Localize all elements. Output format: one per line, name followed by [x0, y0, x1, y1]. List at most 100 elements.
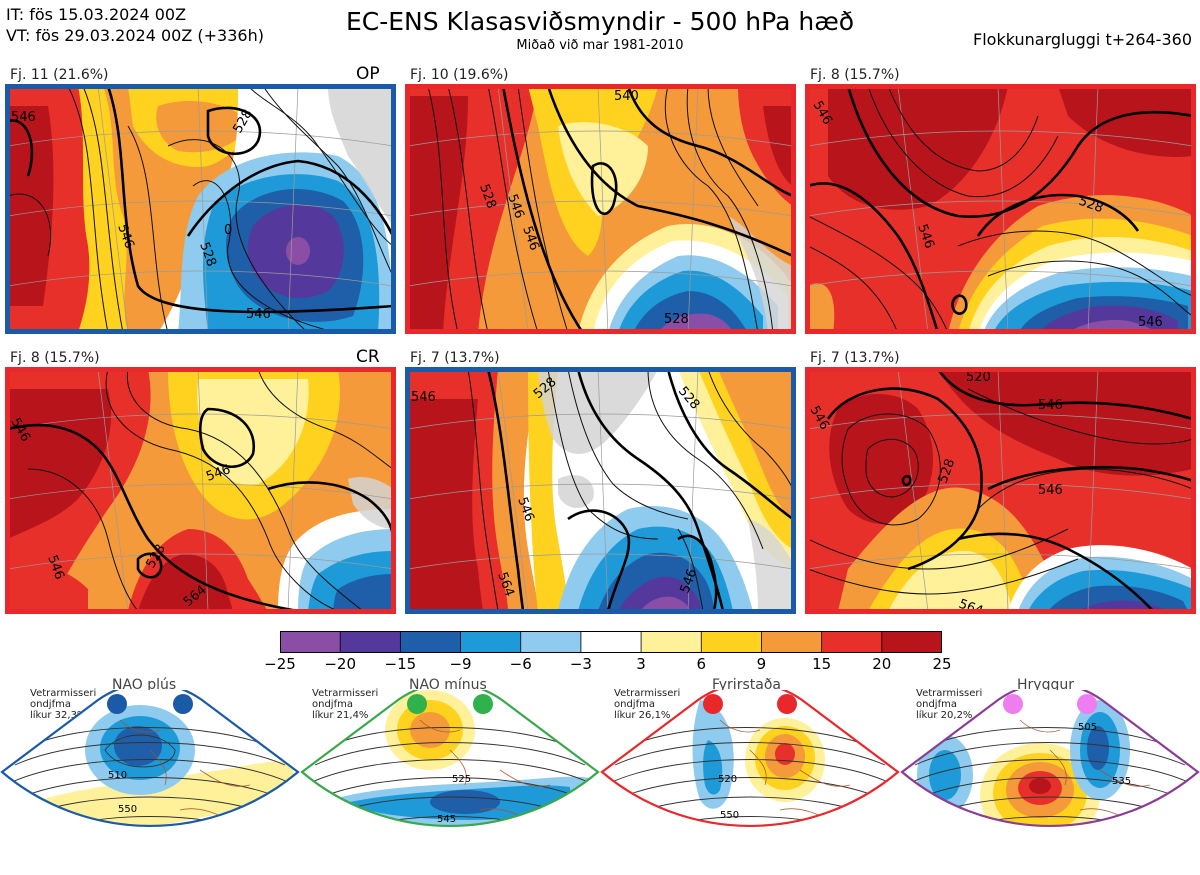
colorbar-swatch	[641, 631, 702, 653]
panel-1-tag: OP	[356, 64, 380, 84]
panel-3-label: Fj. 8 (15.7%)	[810, 67, 900, 83]
cluster-map-1: 546 528 546 528 546 0	[8, 86, 393, 333]
regime-3-contour-label: 550	[720, 810, 739, 821]
regime-2-name: NAO mínus	[409, 677, 487, 693]
regime-2-contour-label: 545	[437, 814, 456, 825]
clustering-window: Flokkunargluggi t+264-360	[973, 30, 1192, 49]
colorbar-tick-label: 6	[696, 655, 707, 673]
colorbar-swatch	[701, 631, 762, 653]
contour-label: 546	[411, 390, 436, 405]
page-subtitle: Miðað við mar 1981-2010	[516, 38, 684, 53]
regime-2-contour-label: 525	[452, 774, 471, 785]
cluster-map-5: 546 528 546 564 546 528	[408, 369, 793, 611]
colorbar-swatch	[881, 631, 943, 653]
contour-label: 546	[1038, 398, 1063, 413]
regime-4-contour-label: 560	[1090, 830, 1109, 841]
regime-3-map: 520 550 560	[602, 690, 898, 845]
colorbar-swatch	[520, 631, 582, 653]
regime-1-prob: líkur 32,3%	[30, 710, 87, 721]
page-title: EC-ENS Klasasviðsmyndir - 500 hPa hæð	[345, 7, 855, 36]
regime-1-info: Vetrarmisseri ondjfma líkur 32,3%	[30, 688, 96, 721]
regime-2-season: Vetrarmisseri	[312, 688, 379, 699]
regime-2-prob: líkur 21,4%	[312, 710, 369, 721]
regime-2-dot-right	[473, 694, 493, 714]
colorbar-border	[280, 631, 942, 653]
colorbar-swatch	[761, 631, 823, 653]
regime-3-method: ondjfma	[614, 699, 655, 710]
regime-1-season: Vetrarmisseri	[30, 688, 97, 699]
regime-1-contour-label: 550	[118, 804, 137, 815]
contour-label: 0	[224, 223, 232, 238]
regime-3-contour-label: 520	[718, 774, 737, 785]
regime-4-season: Vetrarmisseri	[916, 688, 983, 699]
regime-2-map: 525 545 565	[302, 690, 598, 861]
contour-label: 546	[1138, 315, 1163, 330]
contour-label: 540	[614, 89, 639, 104]
cluster-map-4: 546 546 528 564 546	[8, 369, 393, 611]
regime-3-prob: líkur 26,1%	[614, 710, 671, 721]
colorbar-swatch	[821, 631, 883, 653]
colorbar-ticks: −25 −20 −15 −9 −6 −3 3 6 9 15 20 25	[264, 655, 951, 674]
regime-4-map: 505 535 560	[902, 690, 1198, 841]
regime-4-name: Hryggur	[1017, 677, 1074, 693]
colorbar-swatch	[280, 631, 341, 653]
colorbar-tick-label: 3	[636, 655, 646, 673]
cluster-map-3: 546 528 546 546	[808, 86, 1193, 333]
cluster-map-6: 546 528 546 546 564 520	[808, 369, 1193, 611]
regime-2-dot-left	[407, 694, 427, 714]
regime-4-contour-label: 535	[1112, 776, 1131, 787]
regime-4-info: Vetrarmisseri ondjfma líkur 20,2%	[916, 688, 982, 721]
panel-6-label: Fj. 7 (13.7%)	[810, 350, 900, 366]
init-time: IT: fös 15.03.2024 00Z	[6, 5, 187, 24]
colorbar	[280, 631, 943, 653]
panel-2-label: Fj. 10 (19.6%)	[410, 67, 509, 83]
colorbar-swatch	[340, 631, 401, 653]
cluster-map-2: 546 528 546 528 540	[408, 86, 793, 333]
regime-4-dot-right	[1077, 694, 1097, 714]
colorbar-tick-label: −6	[509, 655, 532, 673]
regime-1-name: NAO plús	[112, 677, 177, 693]
colorbar-swatch	[580, 631, 642, 653]
colorbar-swatch	[460, 631, 522, 653]
regime-3-dot-right	[777, 694, 797, 714]
panel-1-label: Fj. 11 (21.6%)	[10, 67, 109, 83]
regime-4-method: ondjfma	[916, 699, 957, 710]
regime-1-contour-label: 510	[108, 770, 127, 781]
panel-4-label: Fj. 8 (15.7%)	[10, 350, 100, 366]
colorbar-tick-label: −3	[569, 655, 592, 673]
regime-3-info: Vetrarmisseri ondjfma líkur 26,1%	[614, 688, 680, 721]
colorbar-tick-label: 20	[872, 655, 892, 673]
contour-label: 546	[1038, 483, 1063, 498]
panel-5-label: Fj. 7 (13.7%)	[410, 350, 500, 366]
regime-1-method: ondjfma	[30, 699, 71, 710]
regime-4-prob: líkur 20,2%	[916, 710, 973, 721]
contour-label: 520	[966, 370, 991, 385]
regime-maps: 510 550 525 545	[0, 682, 1200, 871]
regime-3-name: Fyrirstaða	[712, 677, 781, 693]
panel-4-tag: CR	[356, 347, 380, 367]
regime-2-method: ondjfma	[312, 699, 353, 710]
regime-4-dot-left	[1003, 694, 1023, 714]
regime-1-dot-right	[173, 694, 193, 714]
regime-3-contour-label: 560	[736, 834, 755, 845]
colorbar-tick-label: −20	[324, 655, 356, 673]
header-info: IT: fös 15.03.2024 00Z VT: fös 29.03.202…	[6, 4, 264, 46]
contour-label: 546	[246, 307, 271, 322]
colorbar-tick-label: −15	[384, 655, 417, 673]
regime-1-map: 510 550	[2, 690, 298, 826]
regime-3-dot-left	[703, 694, 723, 714]
colorbar-tick-label: 9	[756, 655, 767, 673]
contour-label: 546	[11, 110, 36, 125]
colorbar-tick-label: 15	[812, 655, 832, 673]
regime-2-contour-label: 565	[446, 850, 465, 861]
regime-2-info: Vetrarmisseri ondjfma líkur 21,4%	[312, 688, 378, 721]
regime-3-season: Vetrarmisseri	[614, 688, 681, 699]
colorbar-tick-label: 25	[932, 655, 952, 673]
valid-time: VT: fös 29.03.2024 00Z (+336h)	[6, 26, 264, 45]
colorbar-tick-label: −9	[449, 655, 472, 673]
regime-1-dot-left	[107, 694, 127, 714]
regime-4-contour-label: 505	[1078, 722, 1097, 733]
colorbar-tick-label: −25	[264, 655, 296, 673]
contour-label: 528	[664, 312, 689, 327]
colorbar-swatch	[400, 631, 462, 653]
